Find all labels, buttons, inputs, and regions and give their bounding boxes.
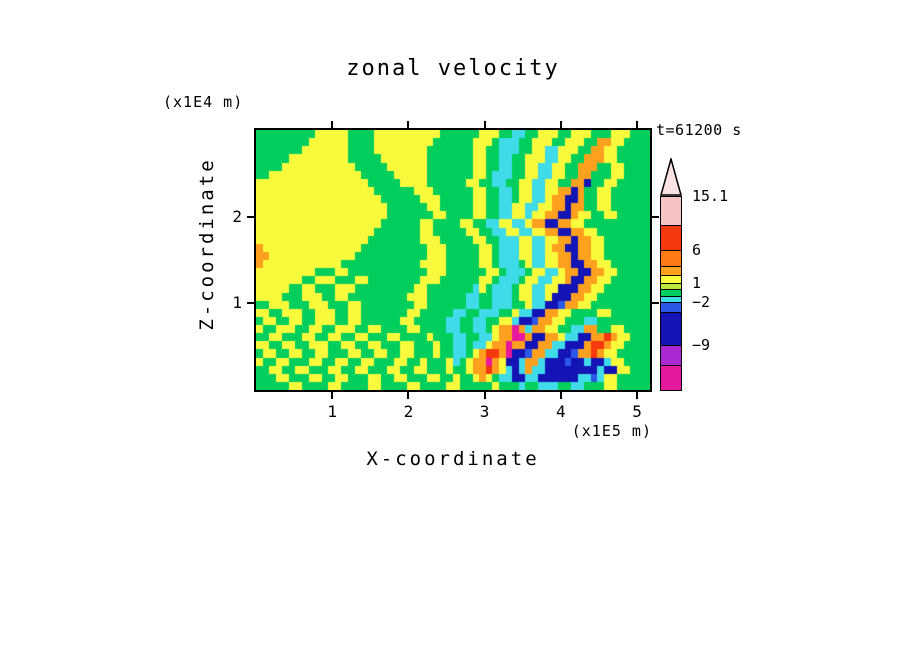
timestamp-label: t=61200 s	[656, 121, 742, 139]
colorbar-label: 6	[692, 241, 702, 259]
plot-frame	[254, 128, 652, 392]
colorbar-segment	[661, 266, 681, 275]
z-axis-unit-label: (x1E4 m)	[163, 93, 244, 111]
colorbar-label: −2	[692, 293, 711, 311]
z-tick-label: 1	[232, 293, 242, 313]
x-tick-label: 1	[327, 402, 338, 421]
x-tick-label: 5	[632, 402, 642, 421]
x-axis-tick	[559, 121, 562, 128]
colorbar: 15.1 6 1 −2 −9	[660, 158, 756, 400]
colorbar-segment	[661, 345, 681, 365]
x-axis-unit-label: (x1E5 m)	[571, 422, 652, 440]
colorbar-segment	[661, 197, 681, 225]
contour-field-canvas	[256, 130, 650, 390]
colorbar-segment	[661, 289, 681, 296]
x-axis-tick	[636, 392, 639, 399]
x-tick-label: 2	[403, 402, 414, 421]
x-tick-label: 4	[556, 402, 566, 421]
z-axis-tick	[247, 302, 254, 305]
colorbar-label: 1	[692, 274, 702, 292]
z-tick-label: 2	[232, 206, 242, 226]
colorbar-overflow-arrow-icon	[660, 158, 682, 196]
x-axis-tick	[483, 121, 486, 128]
colorbar-segment	[661, 302, 681, 312]
colorbar-label: 15.1	[692, 187, 729, 205]
colorbar-segment	[661, 296, 681, 302]
colorbar-scale	[660, 196, 682, 391]
chart-title: zonal velocity	[346, 56, 560, 81]
x-axis-tick	[483, 392, 486, 399]
colorbar-segment	[661, 225, 681, 250]
x-axis-tick	[636, 121, 639, 128]
x-axis-tick	[331, 392, 334, 399]
x-axis-tick	[331, 121, 334, 128]
z-axis-tick	[652, 215, 659, 218]
colorbar-segment	[661, 312, 681, 345]
x-tick-label: 3	[479, 402, 490, 421]
plot-area: 1 2 3 4 5 1 2	[232, 121, 659, 421]
x-axis-tick	[559, 392, 562, 399]
x-axis-tick	[407, 121, 410, 128]
colorbar-segment	[661, 283, 681, 289]
z-axis-tick	[652, 302, 659, 305]
colorbar-segment	[661, 250, 681, 266]
colorbar-segment	[661, 365, 681, 390]
z-axis-tick	[247, 215, 254, 218]
x-axis-title: X-coordinate	[366, 448, 540, 470]
colorbar-segment	[661, 275, 681, 283]
colorbar-label: −9	[692, 336, 711, 354]
x-axis-tick	[407, 392, 410, 399]
